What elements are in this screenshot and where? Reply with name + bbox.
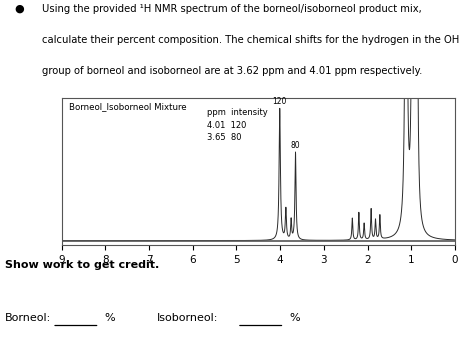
Text: %: % <box>104 313 115 323</box>
Text: Borneol_Isoborneol Mixture: Borneol_Isoborneol Mixture <box>70 103 187 111</box>
Text: Using the provided ¹H NMR spectrum of the borneol/isoborneol product mix,: Using the provided ¹H NMR spectrum of th… <box>42 4 422 14</box>
Text: 120: 120 <box>273 97 287 106</box>
Text: 80: 80 <box>291 141 301 150</box>
Text: Isoborneol:: Isoborneol: <box>156 313 218 323</box>
Text: Show work to get credit.: Show work to get credit. <box>5 260 159 270</box>
Text: group of borneol and isoborneol are at 3.62 ppm and 4.01 ppm respectively.: group of borneol and isoborneol are at 3… <box>42 66 422 76</box>
Text: %: % <box>289 313 300 323</box>
Text: calculate their percent composition. The chemical shifts for the hydrogen in the: calculate their percent composition. The… <box>42 35 459 45</box>
Text: Borneol:: Borneol: <box>5 313 51 323</box>
Text: ppm  intensity
4.01  120
3.65  80: ppm intensity 4.01 120 3.65 80 <box>207 108 268 142</box>
Text: ●: ● <box>14 4 24 14</box>
